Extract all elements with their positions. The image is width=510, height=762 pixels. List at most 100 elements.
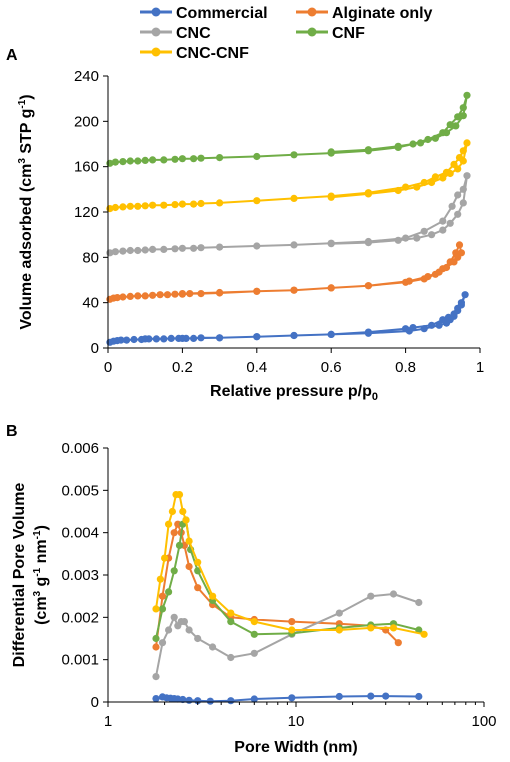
a-point-cnf (459, 112, 467, 120)
b-ytick-label-6: 0.006 (61, 440, 99, 457)
a-point-cnf (171, 155, 179, 163)
a-ytick-label-4: 160 (74, 159, 99, 176)
a-series-cnf (106, 91, 471, 167)
b-point-commercial (335, 692, 343, 701)
a-point-cnc-cnf (327, 193, 335, 201)
a-point-cnc (160, 245, 168, 253)
b-ytick-label-1: 0.001 (61, 652, 99, 669)
b-point-cnc (367, 592, 375, 600)
a-point-cnc-cnf (290, 194, 298, 202)
a-point-cnf (442, 129, 451, 137)
panel-a-x-axis-title: Relative pressure p/p0 (210, 383, 378, 403)
panel-b-y-axis-title-line1: Differential Pore Volume (11, 483, 28, 668)
b-point-commercial (250, 695, 258, 703)
b-series-cnc (152, 590, 423, 681)
b-point-cnf (152, 634, 160, 643)
b-point-cnc (180, 618, 188, 626)
a-point-commercial (216, 334, 224, 342)
b-point-cnf (194, 567, 202, 575)
a-point-cnf (459, 104, 467, 112)
b-point-alginate-only (288, 618, 296, 626)
b-point-commercial (367, 692, 375, 700)
a-point-cnf (126, 157, 134, 165)
panel-b-y-axis-title-line2: (cm3 g-1 nm-1) (32, 525, 50, 625)
a-point-cnc (197, 244, 205, 252)
panel-b-y2-mid2: nm (33, 539, 50, 567)
b-point-alginate-only (194, 584, 202, 592)
b-point-cnc-cnf (288, 626, 296, 634)
a-point-cnf (431, 134, 439, 142)
a-point-cnc (253, 242, 261, 250)
panel-a-y-title-mid: STP g (18, 109, 35, 159)
a-point-alginate-only (364, 282, 372, 290)
a-xtick-label-4: 0.8 (395, 359, 416, 376)
a-point-alginate-only (126, 292, 134, 300)
a-point-cnc (216, 243, 224, 251)
panel-b-series (152, 491, 428, 705)
a-point-cnc (413, 234, 421, 242)
a-point-commercial (152, 335, 160, 343)
b-point-cnf (170, 567, 178, 575)
a-point-commercial (364, 329, 372, 337)
b-point-cnc (389, 590, 398, 598)
legend-marker-commercial (151, 7, 161, 17)
b-point-alginate-only (174, 520, 182, 528)
legend-label-cnf: CNF (332, 25, 365, 42)
a-point-cnc (327, 240, 335, 248)
a-point-cnc (454, 210, 462, 218)
b-point-cnf (158, 605, 167, 613)
a-point-alginate-only (290, 286, 298, 294)
a-series-cnc-cnf (106, 139, 471, 213)
b-xtick-label-0: 1 (104, 713, 112, 730)
b-point-alginate-only (170, 529, 178, 537)
a-point-alginate-only (186, 290, 194, 298)
b-point-cnc-cnf (250, 618, 258, 626)
panel-b: B 0 0.001 0.002 0.003 0.004 0.005 0.006 1 10 100… (6, 423, 497, 756)
b-point-cnf (227, 618, 235, 626)
a-point-cnc-cnf (402, 183, 410, 191)
a-point-cnf (178, 155, 186, 163)
a-point-cnf (409, 140, 417, 148)
a-ytick-label-3: 120 (74, 204, 99, 221)
a-point-cnf (149, 156, 157, 164)
a-point-alginate-only (253, 287, 261, 295)
a-point-commercial (290, 331, 298, 340)
a-series-cnc (106, 172, 471, 257)
b-point-cnc-cnf (227, 609, 235, 617)
a-point-cnc (126, 246, 134, 255)
a-point-cnf (216, 154, 224, 162)
a-point-cnc (149, 245, 157, 253)
a-point-alginate-only (216, 288, 224, 297)
b-point-cnc-cnf (161, 554, 169, 562)
a-point-cnc-cnf (197, 199, 205, 208)
a-point-cnf (424, 135, 432, 144)
b-point-cnc-cnf (389, 624, 398, 632)
b-point-cnc-cnf (168, 507, 176, 516)
panel-b-label: B (6, 423, 18, 440)
a-point-alginate-only (178, 290, 186, 298)
legend-entry-alginate-only: Alginate only (296, 5, 433, 22)
a-point-cnc-cnf (126, 202, 134, 210)
b-point-cnc-cnf (209, 592, 217, 600)
panel-a: A 0 40 80 120 160 200 240 0 0.2 0.4 0.6 0.8 1 Relat… (6, 47, 484, 403)
panel-a-y-title-sup: 3 (17, 158, 28, 164)
b-ytick-label-2: 0.002 (61, 609, 99, 626)
a-point-commercial (141, 335, 149, 343)
b-point-alginate-only (185, 562, 193, 571)
a-series-alginate-only (106, 241, 465, 303)
a-point-alginate-only (435, 268, 443, 276)
a-point-alginate-only (327, 284, 335, 292)
b-point-cnc (170, 613, 178, 621)
a-ytick-label-1: 40 (82, 295, 99, 312)
b-point-commercial (288, 694, 296, 702)
a-point-alginate-only (450, 258, 458, 266)
b-point-cnc (415, 598, 423, 607)
b-point-commercial (185, 696, 193, 704)
a-point-cnc-cnf (160, 201, 168, 209)
a-point-cnc-cnf (216, 199, 224, 207)
legend-marker-alginate-only (307, 7, 317, 17)
b-point-cnc (209, 643, 217, 651)
a-point-cnf (190, 155, 198, 163)
legend-entry-cnf: CNF (296, 25, 365, 42)
